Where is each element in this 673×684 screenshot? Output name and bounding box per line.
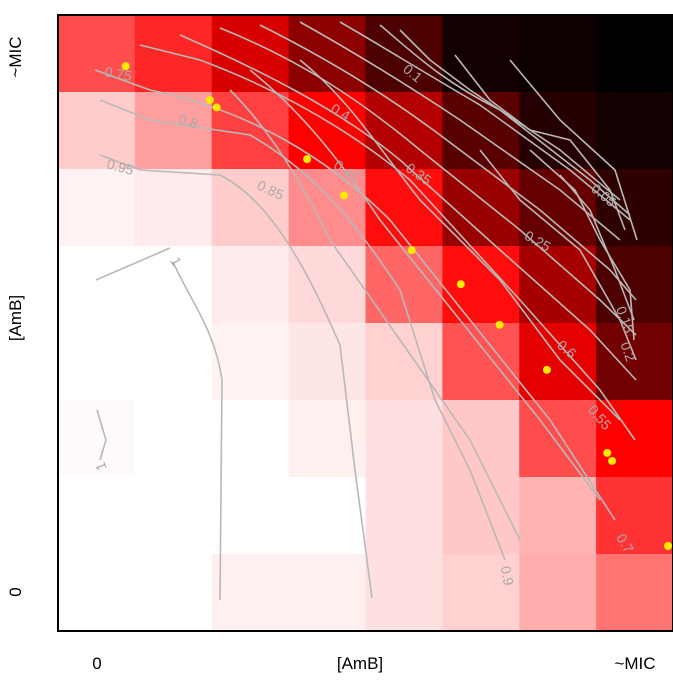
- heatmap-cell: [58, 554, 136, 632]
- x-tick-2: ~MIC: [614, 654, 655, 673]
- data-point: [303, 155, 312, 164]
- contour-line: [529, 149, 635, 341]
- heatmap-cell: [519, 15, 597, 93]
- contour-line: [454, 54, 626, 231]
- y-tick-1: [AmB]: [6, 295, 25, 341]
- heatmap-cell: [442, 323, 520, 401]
- contour-line: [559, 174, 635, 321]
- y-tick-2: ~MIC: [6, 36, 25, 77]
- contour-line: [229, 89, 521, 541]
- contour-line: [259, 24, 637, 301]
- heatmap-cell: [58, 246, 136, 324]
- contour-line: [96, 409, 107, 461]
- heatmap-cell: [442, 15, 520, 93]
- contour-line: [399, 29, 621, 201]
- heatmap-cell: [288, 554, 367, 632]
- y-tick-0: 0: [6, 587, 25, 596]
- heatmap-cell: [519, 400, 597, 478]
- heatmap-cell: [58, 169, 136, 247]
- heatmap-cell: [134, 92, 213, 170]
- contour-line: [249, 69, 601, 501]
- heatmap-cell: [442, 554, 520, 632]
- heatmap-cells: [58, 15, 673, 632]
- heatmap-cell: [134, 323, 213, 401]
- heatmap-cell: [288, 323, 367, 401]
- heatmap-cell: [365, 554, 443, 632]
- data-point: [664, 541, 673, 550]
- contour-label: 0.2: [617, 340, 639, 364]
- heatmap-cell: [58, 323, 136, 401]
- heatmap-cell: [211, 554, 290, 632]
- heatmap-cell: [58, 477, 136, 555]
- contour-line: [479, 149, 637, 361]
- data-point: [608, 456, 617, 465]
- contour-label: 0.95: [105, 155, 136, 178]
- heatmap-cell: [134, 554, 213, 632]
- contour-line: [339, 21, 631, 221]
- heatmap-cell: [596, 15, 673, 93]
- heatmap-cell: [211, 400, 290, 478]
- data-point: [205, 96, 214, 105]
- contour-line: [95, 247, 171, 281]
- heatmap-cell: [365, 477, 443, 555]
- data-point: [212, 103, 221, 112]
- heatmap-cell: [596, 323, 673, 401]
- heatmap-cell: [288, 92, 367, 170]
- heatmap-cell: [596, 92, 673, 170]
- heatmap-cell: [519, 554, 597, 632]
- heatmap-cell: [365, 15, 443, 93]
- plot-frame: [57, 14, 673, 632]
- contour-line: [99, 99, 506, 561]
- contour-lines: [94, 21, 638, 601]
- heatmap-cell: [596, 246, 673, 324]
- data-point: [542, 365, 551, 374]
- data-point: [495, 320, 504, 329]
- heatmap-cell: [134, 477, 213, 555]
- heatmap-cell: [58, 400, 136, 478]
- heatmap-cell: [134, 246, 213, 324]
- contour-label: 0.8: [177, 110, 201, 132]
- heatmap-cell: [365, 92, 443, 170]
- heatmap-cell: [596, 554, 673, 632]
- contour-line: [299, 59, 621, 421]
- heatmap-cell: [596, 477, 673, 555]
- heatmap-cell: [211, 169, 290, 247]
- heatmap-cell: [134, 400, 213, 478]
- data-point: [339, 191, 348, 200]
- contour-line: [509, 59, 638, 241]
- heatmap-cell: [211, 323, 290, 401]
- contour-label: 0.9: [498, 565, 517, 587]
- heatmap-cell: [442, 477, 520, 555]
- heatmap-cell: [211, 477, 290, 555]
- data-point: [407, 246, 416, 255]
- data-points: [121, 62, 673, 550]
- x-tick-0: 0: [92, 654, 101, 673]
- heatmap-cell: [365, 323, 443, 401]
- data-point: [603, 448, 612, 457]
- contour-line: [139, 44, 636, 441]
- heatmap-cell: [288, 400, 367, 478]
- contour-line: [179, 34, 637, 381]
- heatmap-cell: [519, 477, 597, 555]
- data-point: [121, 62, 130, 71]
- heatmap-cell: [134, 169, 213, 247]
- contour-line: [299, 21, 621, 241]
- heatmap-cell: [288, 246, 367, 324]
- contour-line: [99, 154, 373, 599]
- heatmap-cell: [365, 400, 443, 478]
- data-point: [456, 280, 465, 289]
- heatmap-cell: [58, 92, 136, 170]
- heatmap-cell: [211, 246, 290, 324]
- contour-line: [219, 27, 637, 336]
- heatmap-cell: [442, 92, 520, 170]
- heatmap-cell: [288, 477, 367, 555]
- x-tick-1: [AmB]: [337, 654, 383, 673]
- heatmap-cell: [519, 323, 597, 401]
- heatmap-cell: [288, 15, 367, 93]
- contour-line: [94, 69, 616, 521]
- contour-line: [172, 261, 223, 601]
